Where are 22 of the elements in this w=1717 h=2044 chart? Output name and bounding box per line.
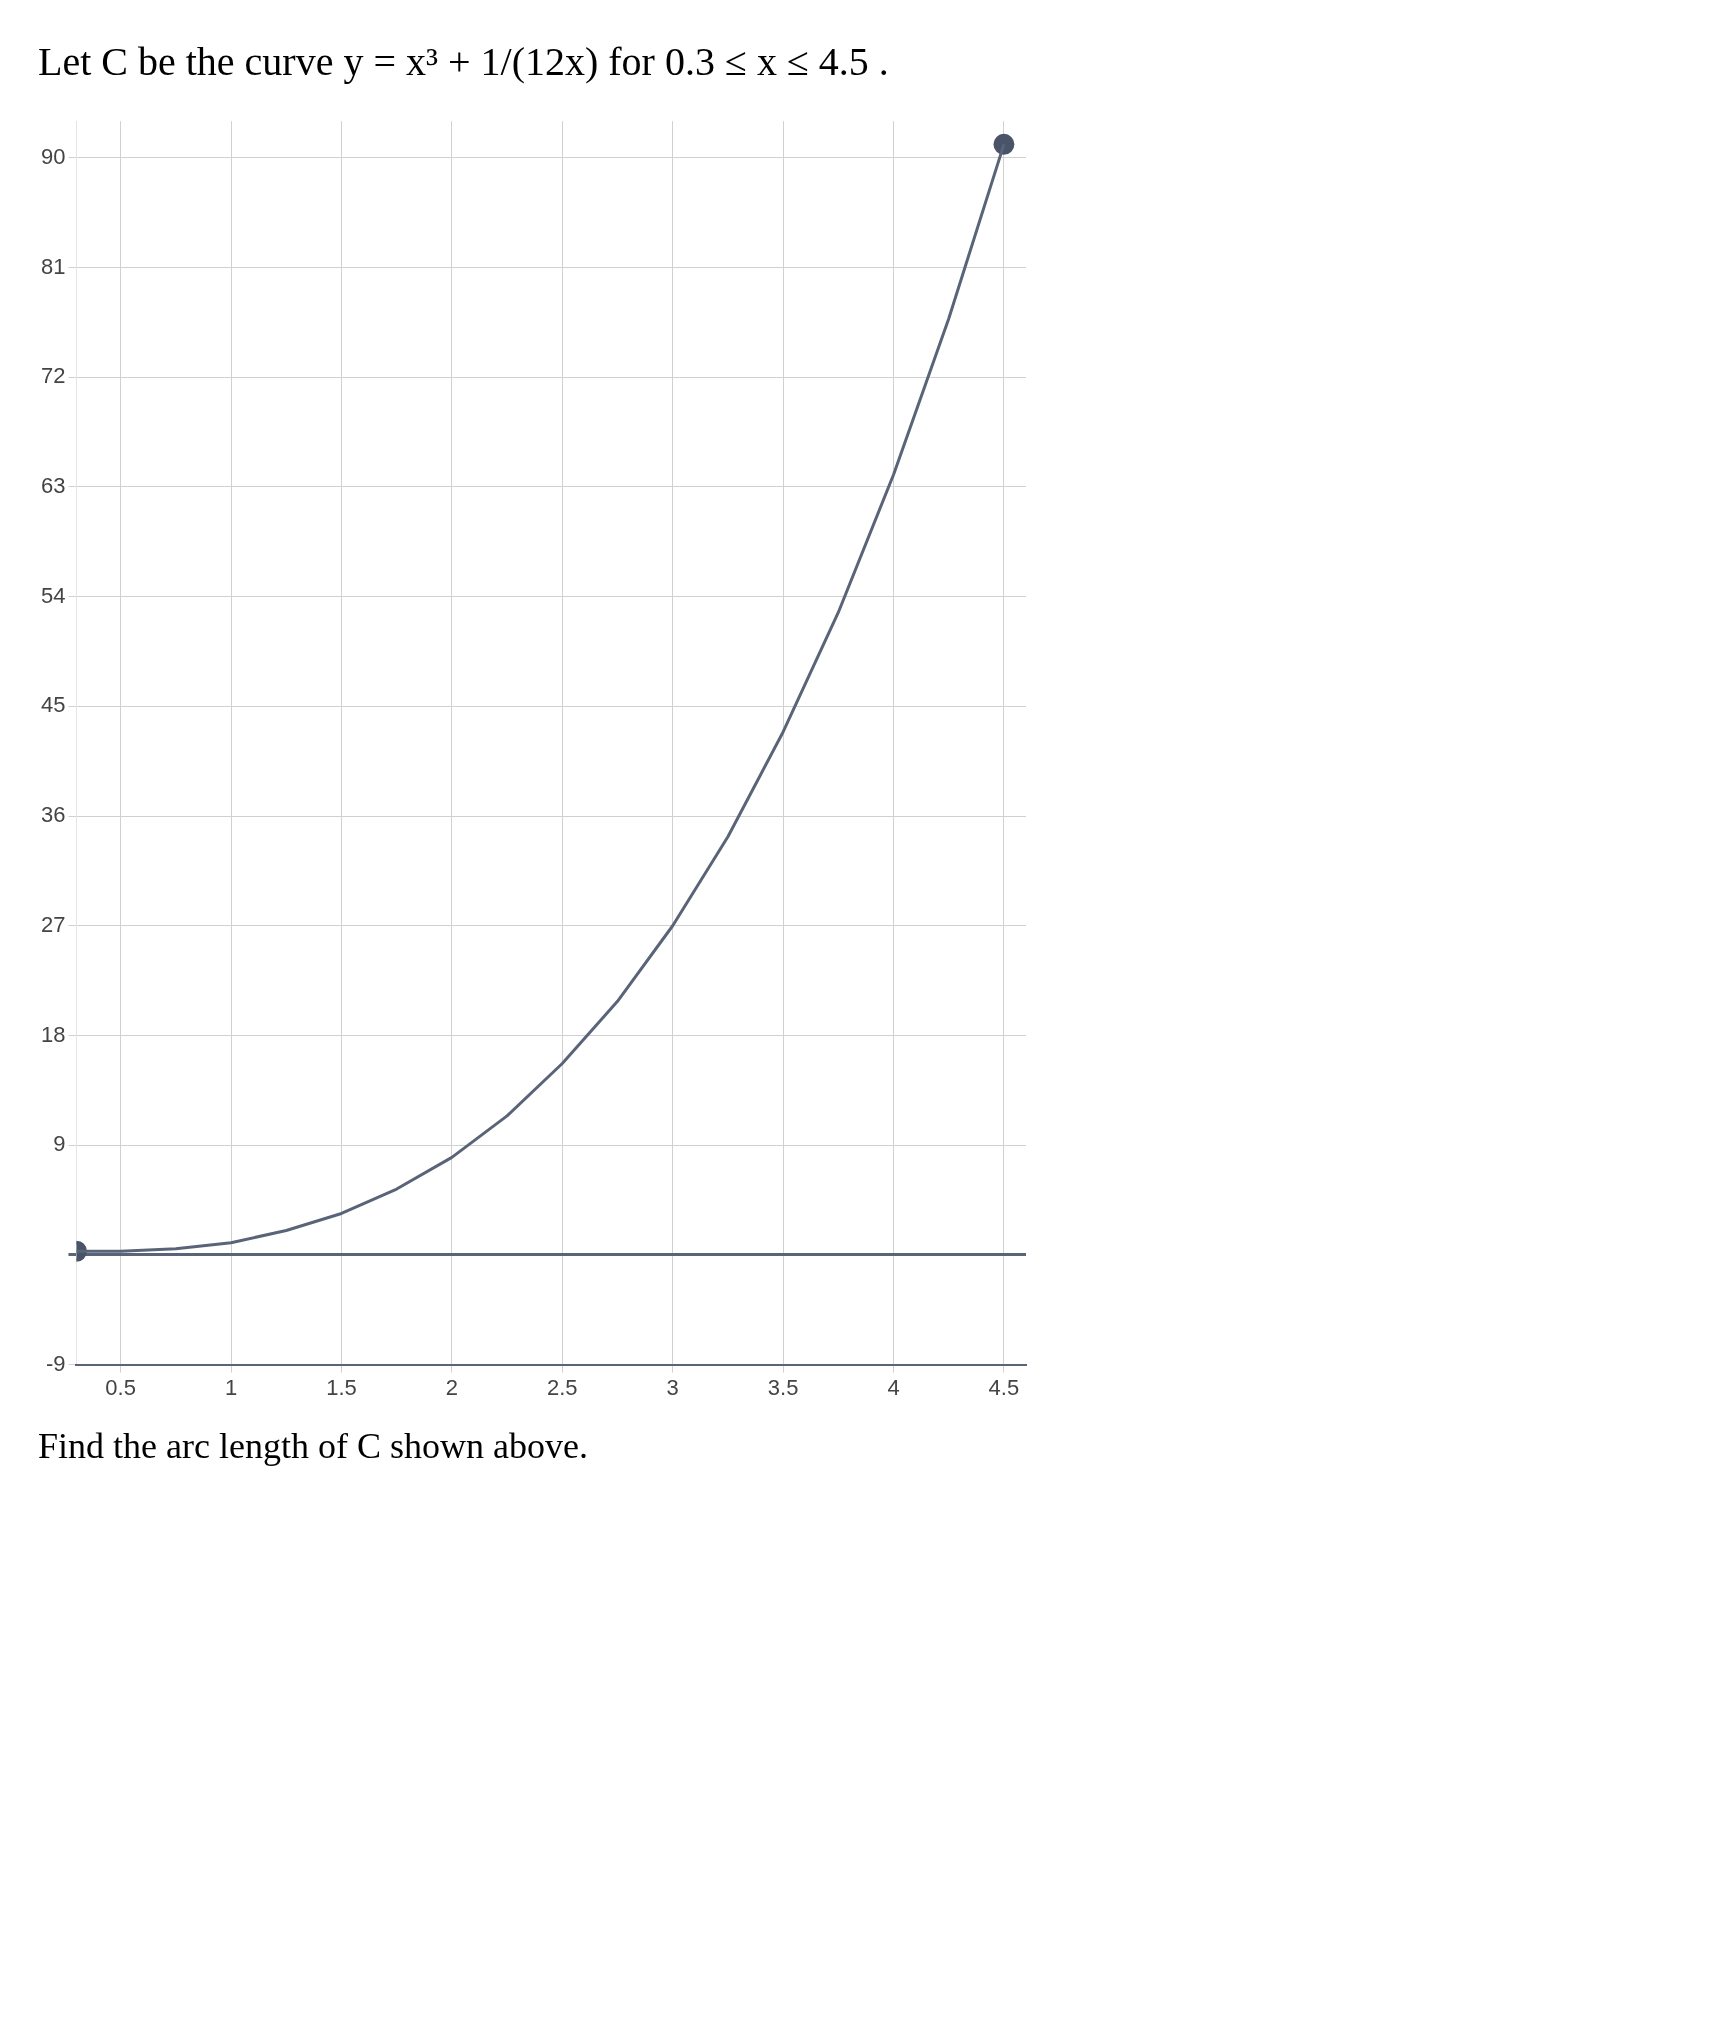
y-tick-label: 90: [40, 143, 66, 169]
x-tick-label: 1: [224, 1374, 238, 1400]
x-tick-label: 3.5: [767, 1374, 799, 1400]
y-tick-label: 36: [40, 802, 66, 828]
x-tick-label: 1.5: [326, 1374, 357, 1400]
chart-title: Let C be the curve y = x³ + 1/(12x) for 0.3 ≤ x ≤ 4.5 .: [38, 38, 890, 85]
y-tick-label: -9: [45, 1350, 66, 1376]
x-tick-label: 4: [887, 1374, 900, 1400]
x-tick-label: 2.5: [546, 1374, 578, 1400]
y-tick-label: 72: [40, 363, 66, 389]
y-tick-label: 45: [40, 692, 66, 718]
x-tick-label: 4.5: [988, 1374, 1020, 1400]
y-tick-label: 63: [40, 472, 66, 498]
x-tick-label: 0.5: [105, 1374, 136, 1400]
y-tick-label: 18: [40, 1021, 66, 1047]
text: Find the arc length of C shown above.: [38, 1425, 589, 1467]
y-tick-label: 9: [53, 1131, 66, 1157]
y-tick-label: 81: [40, 253, 66, 279]
y-tick-label: 27: [40, 911, 66, 937]
x-tick-label: 3: [666, 1374, 679, 1400]
x-tick-label: 2: [445, 1374, 458, 1400]
y-tick-label: 54: [40, 582, 66, 608]
